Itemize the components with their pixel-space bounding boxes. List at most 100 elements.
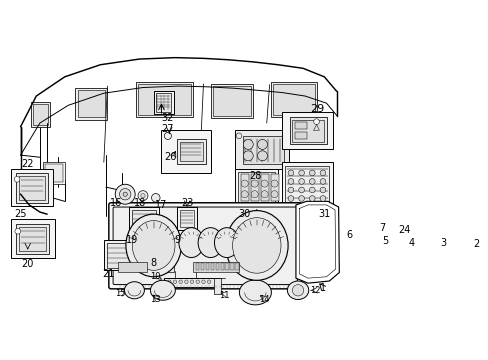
Bar [106, 243, 131, 267]
Bar [292, 120, 323, 142]
Bar [281, 112, 332, 149]
Bar [156, 93, 171, 112]
Text: 14: 14 [258, 295, 268, 304]
Circle shape [309, 195, 314, 201]
Bar [177, 207, 197, 230]
Text: 27: 27 [162, 124, 174, 134]
Bar [131, 210, 156, 234]
Circle shape [287, 179, 293, 184]
Circle shape [243, 151, 253, 161]
Bar [161, 130, 210, 173]
Bar [153, 91, 173, 114]
Ellipse shape [179, 228, 203, 257]
Text: 5: 5 [381, 236, 387, 246]
Circle shape [151, 194, 160, 202]
Bar [195, 263, 199, 270]
Circle shape [138, 191, 148, 201]
Text: 2: 2 [472, 239, 478, 249]
Bar [220, 263, 224, 270]
FancyBboxPatch shape [113, 207, 297, 284]
Text: 1: 1 [319, 283, 325, 293]
Bar [285, 166, 329, 207]
Bar [235, 169, 278, 208]
Ellipse shape [150, 280, 175, 300]
Bar [251, 174, 259, 201]
Bar [165, 262, 174, 272]
Ellipse shape [239, 280, 271, 305]
Circle shape [270, 191, 278, 198]
Bar [242, 136, 283, 165]
Bar [210, 84, 253, 118]
Text: 22: 22 [21, 159, 34, 169]
Text: 4: 4 [408, 238, 414, 248]
Circle shape [309, 187, 314, 193]
Text: 3: 3 [439, 238, 446, 248]
FancyBboxPatch shape [109, 203, 301, 289]
Bar [235, 263, 239, 270]
Circle shape [207, 280, 210, 284]
Circle shape [320, 179, 325, 184]
Text: 25: 25 [14, 209, 27, 219]
Text: 16: 16 [110, 198, 122, 208]
Text: 18: 18 [134, 198, 146, 208]
Bar [118, 262, 146, 272]
Bar [205, 263, 209, 270]
Ellipse shape [198, 228, 223, 257]
Circle shape [287, 170, 293, 176]
Bar [136, 82, 192, 117]
Circle shape [241, 180, 248, 187]
Ellipse shape [232, 218, 281, 273]
Circle shape [309, 170, 314, 176]
Circle shape [287, 187, 293, 193]
Ellipse shape [124, 282, 144, 299]
Bar [11, 219, 55, 258]
Bar [270, 174, 278, 201]
Ellipse shape [287, 281, 308, 300]
Circle shape [241, 191, 248, 198]
Bar [33, 104, 48, 125]
Circle shape [123, 192, 127, 196]
Circle shape [261, 191, 267, 198]
Bar [241, 174, 248, 201]
Ellipse shape [214, 228, 239, 257]
Circle shape [320, 195, 325, 201]
Bar [273, 84, 314, 115]
Bar [16, 224, 49, 254]
Bar [19, 176, 45, 200]
Bar [165, 243, 175, 255]
Circle shape [320, 170, 325, 176]
Bar [281, 162, 332, 211]
Circle shape [313, 119, 319, 125]
Circle shape [261, 180, 267, 187]
Circle shape [236, 133, 242, 139]
Circle shape [179, 280, 182, 284]
Bar [261, 174, 268, 201]
Circle shape [190, 280, 193, 284]
Ellipse shape [125, 214, 181, 277]
Bar [19, 227, 46, 251]
Bar [138, 84, 190, 115]
Bar [270, 82, 317, 117]
Circle shape [184, 280, 188, 284]
Bar [238, 172, 275, 206]
Bar [16, 173, 47, 203]
Circle shape [119, 189, 131, 200]
Text: 9: 9 [174, 235, 180, 246]
Circle shape [164, 132, 171, 139]
Bar [31, 102, 50, 127]
Bar [45, 164, 63, 182]
Text: 20: 20 [21, 259, 34, 269]
Text: 21: 21 [102, 269, 115, 279]
Text: 10: 10 [150, 271, 161, 280]
Text: 24: 24 [398, 225, 410, 235]
Text: 26: 26 [163, 152, 176, 162]
Circle shape [270, 180, 278, 187]
Circle shape [309, 179, 314, 184]
Bar [214, 278, 221, 294]
Circle shape [243, 139, 253, 149]
Circle shape [320, 187, 325, 193]
Bar [164, 278, 217, 287]
Circle shape [196, 280, 199, 284]
Text: 8: 8 [150, 257, 156, 267]
Circle shape [173, 280, 176, 284]
